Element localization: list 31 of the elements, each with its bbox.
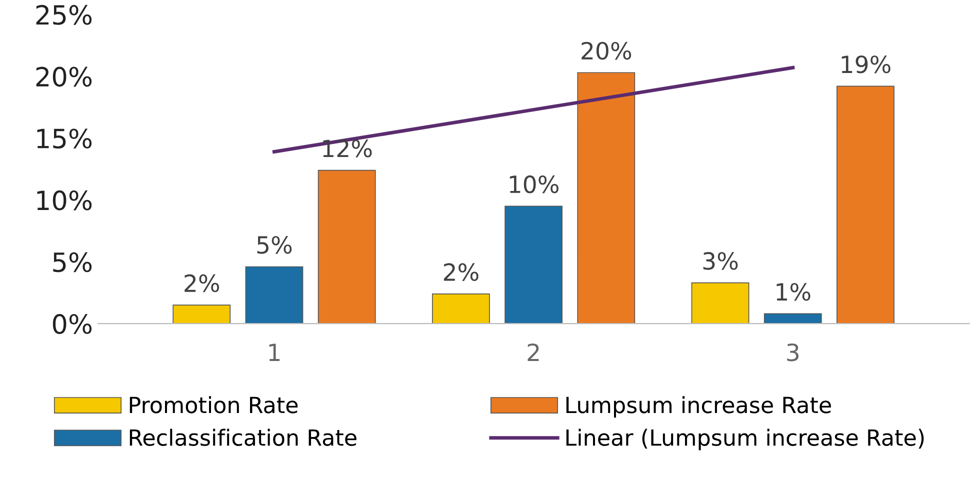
bar xyxy=(504,206,562,324)
y-tick-label: 15% xyxy=(37,128,92,149)
data-label: 20% xyxy=(582,42,632,60)
y-tick-label: 10% xyxy=(37,190,92,210)
bar xyxy=(691,282,750,324)
y-tick-label: 5% xyxy=(53,252,92,272)
bar xyxy=(577,72,636,324)
y-tick-label: 0% xyxy=(52,314,92,334)
data-label: 2% xyxy=(444,263,478,282)
bar xyxy=(836,86,894,324)
x-tick-label: 3 xyxy=(787,343,798,362)
y-tick-label: 20% xyxy=(36,66,92,87)
bar xyxy=(318,170,376,324)
bar xyxy=(764,313,822,324)
data-label: 19% xyxy=(842,55,890,74)
bar xyxy=(432,294,490,324)
legend-label: Linear (Lumpsum increase Rate) xyxy=(566,428,924,450)
x-tick-label: 2 xyxy=(528,343,539,361)
legend-label: Lumpsum increase Rate xyxy=(566,396,831,418)
legend-label: Reclassification Rate xyxy=(130,428,356,446)
y-tick-label: 25% xyxy=(36,4,92,25)
data-label: 2% xyxy=(184,274,220,292)
legend-label: Promotion Rate xyxy=(130,396,298,414)
data-label: 1% xyxy=(776,282,810,301)
data-label: 5% xyxy=(257,236,292,254)
data-label: 12% xyxy=(323,140,372,158)
x-tick-label: 1 xyxy=(269,344,280,361)
data-label: 3% xyxy=(703,252,738,270)
bar xyxy=(172,304,231,324)
data-label: 10% xyxy=(510,175,558,194)
bar xyxy=(245,266,304,324)
